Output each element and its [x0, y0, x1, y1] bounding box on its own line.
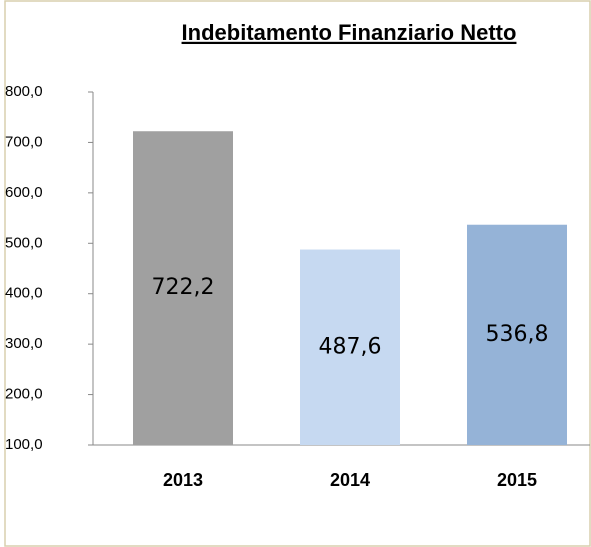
- bar: [467, 224, 567, 445]
- y-tick-label: 100,0: [5, 436, 43, 453]
- y-tick-label: 600,0: [5, 184, 43, 201]
- chart-title: Indebitamento Finanziario Netto: [182, 20, 517, 45]
- x-tick-label: 2014: [330, 470, 370, 490]
- y-tick-label: 400,0: [5, 285, 43, 302]
- bar: [300, 249, 400, 445]
- y-tick-label: 700,0: [5, 133, 43, 150]
- value-label: 722,2: [152, 275, 215, 300]
- bar: [133, 131, 233, 445]
- y-tick-label: 300,0: [5, 335, 43, 352]
- chart-frame: [4, 0, 591, 547]
- y-tick-label: 800,0: [5, 83, 43, 100]
- x-tick-label: 2013: [163, 470, 203, 490]
- value-label: 487,6: [319, 334, 382, 359]
- y-tick-label: 500,0: [5, 234, 43, 251]
- value-label: 536,8: [486, 322, 549, 347]
- y-tick-label: 200,0: [5, 386, 43, 403]
- x-tick-label: 2015: [497, 470, 537, 490]
